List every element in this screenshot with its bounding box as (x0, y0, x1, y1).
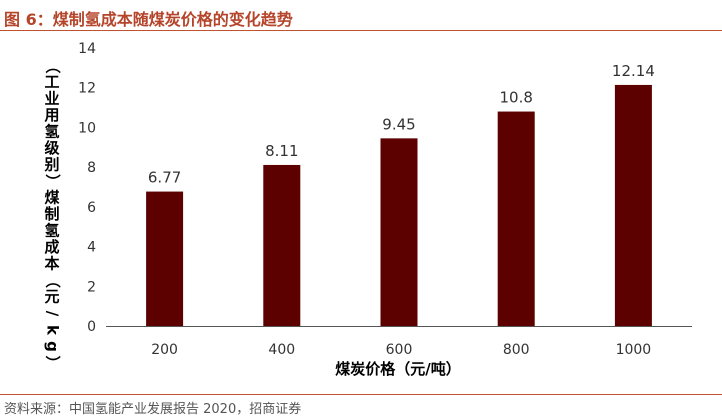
data-label: 6.77 (148, 169, 181, 187)
y-axis-title-char: 级 (44, 139, 60, 157)
y-tick-label: 4 (87, 240, 96, 256)
y-axis-title-char: g (44, 341, 62, 352)
y-axis-title-char: 用 (44, 106, 59, 124)
x-tick-label: 200 (151, 342, 178, 358)
x-axis-title: 煤炭价格（元/吨） (335, 360, 460, 378)
source-divider (0, 394, 722, 395)
data-label: 10.8 (499, 89, 532, 107)
bar (614, 84, 652, 326)
bar-chart: 0 2 4 6 8 10 12 14 6.77 8.11 9.45 10.8 12.14 200 400… (43, 41, 692, 378)
y-tick-label: 10 (78, 120, 96, 136)
bar (263, 164, 301, 326)
bar-series (146, 84, 652, 327)
y-axis-title-char: ） (44, 355, 62, 370)
y-tick-label: 8 (87, 160, 96, 176)
y-axis-title-char: k (44, 325, 62, 336)
y-axis-title-char: 工 (44, 73, 59, 91)
data-label: 8.11 (265, 142, 298, 160)
bar (497, 111, 535, 327)
y-tick-label: 14 (78, 41, 96, 57)
bar (146, 191, 184, 326)
y-axis-title-char: 成 (44, 238, 59, 256)
y-axis-title-char: 氢 (44, 123, 59, 141)
x-axis-ticks: 200 400 600 800 1000 (151, 342, 651, 358)
figure-title: 图 6：煤制氢成本随煤炭价格的变化趋势 (4, 10, 293, 29)
y-axis-title-char: （ (44, 58, 62, 73)
y-axis-title-char: （ (44, 273, 62, 288)
y-axis-title-char: 本 (44, 255, 59, 273)
source-note: 资料来源：中国氢能产业发展报告 2020，招商证券 (4, 402, 302, 417)
bar (380, 138, 418, 326)
y-axis-title-char: 氢 (44, 222, 59, 240)
y-axis-title-char: / (44, 311, 62, 317)
y-axis-title-char: ） (44, 174, 62, 189)
y-axis-title-char: 煤 (44, 189, 59, 207)
y-tick-label: 0 (87, 319, 96, 335)
x-tick-label: 600 (386, 342, 413, 358)
y-axis-title-char: 业 (44, 90, 59, 108)
x-tick-label: 1000 (616, 342, 652, 358)
x-tick-label: 800 (503, 342, 530, 358)
data-labels: 6.77 8.11 9.45 10.8 12.14 (148, 62, 655, 187)
x-tick-label: 400 (268, 342, 295, 358)
y-axis-title-char: 制 (44, 205, 59, 223)
title-divider (0, 30, 722, 31)
data-label: 9.45 (382, 115, 415, 133)
data-label: 12.14 (612, 62, 655, 80)
y-axis-title-char: 别 (43, 156, 59, 174)
y-tick-label: 12 (78, 81, 96, 97)
y-axis-title-char: 元 (44, 288, 59, 306)
y-tick-label: 2 (87, 279, 96, 295)
y-axis-ticks: 0 2 4 6 8 10 12 14 (78, 41, 96, 335)
y-tick-label: 6 (87, 200, 96, 216)
